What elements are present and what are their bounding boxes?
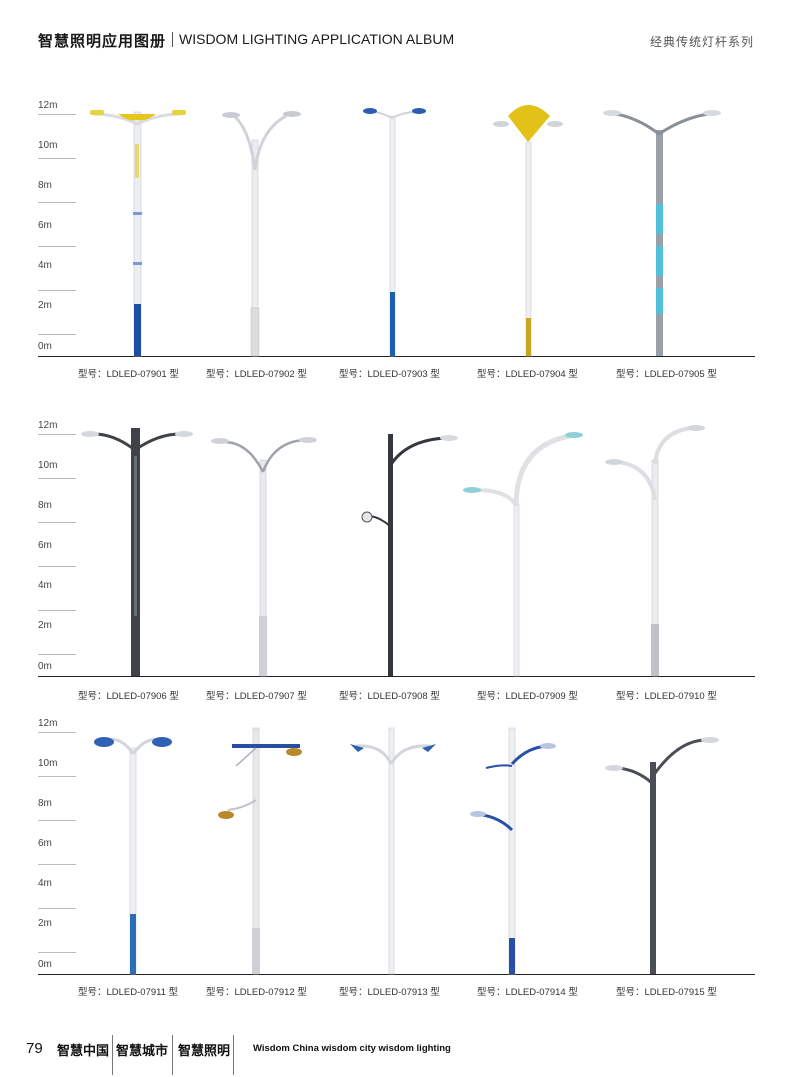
model-label: 型号：LDLED-07910 型 xyxy=(616,691,717,702)
footer-tag: 智慧照明 xyxy=(178,1043,231,1058)
model-label: 型号：LDLED-07906 型 xyxy=(78,691,179,702)
axis-label-4m: 4m xyxy=(38,260,52,271)
ground-line xyxy=(38,974,755,975)
ground-line xyxy=(38,676,755,677)
grid-line xyxy=(38,820,76,821)
axis-label-2m: 2m xyxy=(38,620,52,631)
axis-label-6m: 6m xyxy=(38,540,52,551)
pole-panel-1: 12m 10m 8m 6m 4m 2m 0m xyxy=(38,100,755,390)
model-label: 型号：LDLED-07908 型 xyxy=(339,691,440,702)
axis-label-2m: 2m xyxy=(38,300,52,311)
grid-line xyxy=(38,246,76,247)
header-series-label: 经典传统灯杆系列 xyxy=(649,35,754,49)
footer-slogan: Wisdom China wisdom city wisdom lighting xyxy=(253,1043,451,1054)
ground-line xyxy=(38,356,755,357)
model-label: 型号：LDLED-07915 型 xyxy=(616,987,717,998)
grid-line xyxy=(38,158,76,159)
model-label: 型号：LDLED-07902 型 xyxy=(206,369,307,380)
axis-label-10m: 10m xyxy=(38,758,58,769)
pole-07908 xyxy=(361,434,458,676)
footer-tag: 智慧城市 xyxy=(116,1043,169,1058)
footer-divider xyxy=(112,1035,113,1075)
page-footer: 79 智慧中国 智慧城市 智慧照明 Wisdom China wisdom ci… xyxy=(26,1033,786,1075)
pole-07909 xyxy=(463,432,583,677)
axis-label-8m: 8m xyxy=(38,180,52,191)
pole-07901 xyxy=(90,110,186,357)
page-number: 79 xyxy=(26,1040,43,1057)
grid-line xyxy=(38,434,76,435)
pole-07904 xyxy=(493,105,563,357)
pole-07905 xyxy=(603,110,721,356)
pole-07910 xyxy=(605,425,705,677)
axis-label-0m: 0m xyxy=(38,341,52,352)
footer-divider xyxy=(233,1035,234,1075)
grid-line xyxy=(38,610,76,611)
axis-label-8m: 8m xyxy=(38,798,52,809)
pole-07903 xyxy=(363,108,426,357)
footer-divider xyxy=(172,1035,173,1075)
grid-line xyxy=(38,290,76,291)
grid-line xyxy=(38,114,76,115)
model-label: 型号：LDLED-07914 型 xyxy=(477,987,578,998)
axis-label-12m: 12m xyxy=(38,718,58,729)
grid-line xyxy=(38,952,76,953)
grid-line xyxy=(38,732,76,733)
model-label: 型号：LDLED-07909 型 xyxy=(477,691,578,702)
grid-line xyxy=(38,202,76,203)
pole-07914 xyxy=(470,727,556,975)
header-divider xyxy=(172,32,173,47)
pole-07915 xyxy=(605,737,719,974)
header-cn-title: 智慧照明应用图册 xyxy=(38,33,167,50)
grid-line xyxy=(38,478,76,479)
model-label: 型号：LDLED-07912 型 xyxy=(206,987,307,998)
axis-label-10m: 10m xyxy=(38,460,58,471)
axis-label-4m: 4m xyxy=(38,580,52,591)
model-label: 型号：LDLED-07905 型 xyxy=(616,369,717,380)
header-en-title: WISDOM LIGHTING APPLICATION ALBUM xyxy=(179,31,455,47)
axis-label-12m: 12m xyxy=(38,100,58,111)
axis-label-12m: 12m xyxy=(38,420,58,431)
pole-illustrations xyxy=(94,727,719,975)
pole-illustrations xyxy=(81,425,705,677)
pole-07902 xyxy=(222,111,301,357)
model-label: 型号：LDLED-07903 型 xyxy=(339,369,440,380)
axis-label-0m: 0m xyxy=(38,959,52,970)
grid-line xyxy=(38,776,76,777)
pole-07907 xyxy=(211,437,317,677)
pole-07906 xyxy=(81,428,193,676)
model-label: 型号：LDLED-07907 型 xyxy=(206,691,307,702)
pole-07913 xyxy=(350,727,436,975)
axis-label-2m: 2m xyxy=(38,918,52,929)
grid-line xyxy=(38,654,76,655)
grid-line xyxy=(38,566,76,567)
axis-label-8m: 8m xyxy=(38,500,52,511)
page-header: 智慧照明应用图册 WISDOM LIGHTING APPLICATION ALB… xyxy=(38,30,758,52)
pole-illustrations xyxy=(90,105,721,357)
axis-label-6m: 6m xyxy=(38,838,52,849)
axis-label-6m: 6m xyxy=(38,220,52,231)
grid-line xyxy=(38,522,76,523)
grid-line xyxy=(38,864,76,865)
model-label: 型号：LDLED-07913 型 xyxy=(339,987,440,998)
pole-panel-2: 12m 10m 8m 6m 4m 2m 0m xyxy=(38,420,755,710)
pole-07911 xyxy=(94,737,172,975)
model-label: 型号：LDLED-07901 型 xyxy=(78,369,179,380)
pole-07912 xyxy=(218,727,302,975)
grid-line xyxy=(38,908,76,909)
pole-panel-3: 12m 10m 8m 6m 4m 2m 0m xyxy=(38,718,755,1008)
model-label: 型号：LDLED-07911 型 xyxy=(78,987,179,998)
grid-line xyxy=(38,334,76,335)
model-label: 型号：LDLED-07904 型 xyxy=(477,369,578,380)
footer-tag: 智慧中国 xyxy=(57,1043,110,1058)
axis-label-0m: 0m xyxy=(38,661,52,672)
axis-label-10m: 10m xyxy=(38,140,58,151)
axis-label-4m: 4m xyxy=(38,878,52,889)
